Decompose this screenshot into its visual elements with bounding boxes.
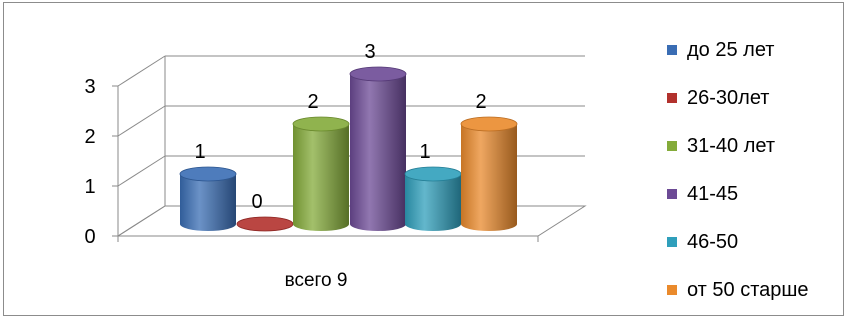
legend-swatch-4: [667, 189, 677, 199]
y-tick-label: 3: [84, 76, 95, 98]
legend-swatch-5: [667, 237, 677, 247]
x-category-label: всего 9: [285, 270, 348, 291]
legend-swatch-3: [667, 141, 677, 151]
legend-swatch-6: [667, 285, 677, 295]
data-label-2: 0: [251, 191, 262, 213]
legend-swatch-2: [667, 93, 677, 103]
bar-top-5: [404, 166, 462, 182]
data-label-5: 1: [419, 141, 430, 163]
legend-swatch-1: [667, 45, 677, 55]
legend-label-2: 26-30лет: [687, 86, 770, 109]
legend-item-3: 31-40 лет: [667, 134, 775, 158]
bar-top-1: [179, 166, 237, 182]
gridline-side: [117, 155, 166, 187]
legend-item-5: 46-50: [667, 230, 738, 254]
bar-6: [461, 124, 517, 231]
gridline-side: [117, 105, 166, 137]
bar-top-6: [460, 116, 518, 132]
bar-1: [180, 174, 236, 231]
legend-item-2: 26-30лет: [667, 86, 769, 110]
data-label-4: 3: [364, 41, 375, 63]
y-tick-label: 0: [84, 226, 95, 248]
legend-label-5: 46-50: [687, 230, 739, 253]
data-label-3: 2: [307, 91, 318, 113]
legend-item-1: до 25 лет: [667, 38, 774, 62]
legend-label-6: от 50 старше: [687, 278, 809, 301]
bar-top-3: [292, 116, 350, 132]
floor: [116, 205, 587, 237]
y-tick-label: 1: [84, 176, 95, 198]
y-tick-label: 2: [84, 126, 95, 148]
gridline-side: [117, 55, 166, 87]
legend-item-6: от 50 старше: [667, 278, 809, 302]
data-label-6: 2: [475, 91, 486, 113]
bar-4: [350, 74, 406, 231]
legend-item-4: 41-45: [667, 182, 738, 206]
legend-label-1: до 25 лет: [687, 38, 775, 61]
bar-top-2: [236, 216, 294, 232]
data-label-1: 1: [194, 141, 205, 163]
bar-top-4: [349, 66, 407, 82]
legend-label-4: 41-45: [687, 182, 739, 205]
legend-label-3: 31-40 лет: [687, 134, 775, 157]
bar-5: [405, 174, 461, 231]
chart-frame: [3, 2, 844, 316]
bar-3: [293, 124, 349, 231]
